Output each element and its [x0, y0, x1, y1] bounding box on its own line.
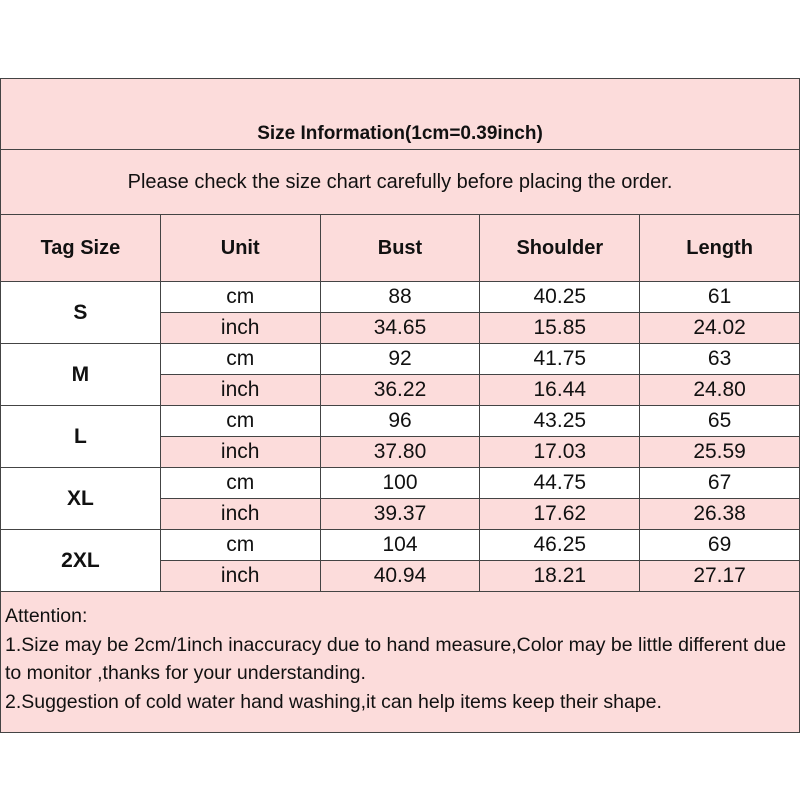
inch-length-cell: 24.02 — [639, 312, 800, 344]
inch-length-cell: 27.17 — [639, 560, 800, 592]
table-subtitle: Please check the size chart carefully be… — [0, 149, 800, 215]
cm-length-cell: 63 — [639, 343, 800, 375]
inch-unit-cell: inch — [159, 436, 321, 468]
inch-unit-cell: inch — [159, 498, 321, 530]
table-row-cm: XL cm 100 44.75 67 — [0, 467, 800, 530]
cm-bust-cell: 88 — [319, 281, 481, 313]
cm-shoulder-cell: 40.25 — [479, 281, 641, 313]
cm-bust-cell: 104 — [319, 529, 481, 561]
inch-unit-cell: inch — [159, 312, 321, 344]
table-row-inch: inch 34.65 15.85 24.02 — [1, 312, 800, 344]
tag-size-cell: 2XL — [0, 529, 161, 592]
cm-unit-cell: cm — [159, 343, 321, 375]
table-row-inch: inch 39.37 17.62 26.38 — [1, 498, 800, 530]
table-row-cm: 2XL cm 104 46.25 69 — [0, 529, 800, 592]
tag-size-cell: L — [0, 405, 161, 468]
inch-length-cell: 25.59 — [639, 436, 800, 468]
header-bust: Bust — [319, 214, 481, 282]
inch-bust-cell: 36.22 — [319, 374, 481, 406]
inch-bust-cell: 40.94 — [319, 560, 481, 592]
tag-size-cell: M — [0, 343, 161, 406]
cm-unit-cell: cm — [159, 281, 321, 313]
inch-shoulder-cell: 18.21 — [479, 560, 641, 592]
inch-shoulder-cell: 17.03 — [479, 436, 641, 468]
cm-shoulder-cell: 46.25 — [479, 529, 641, 561]
cm-shoulder-cell: 43.25 — [479, 405, 641, 437]
inch-shoulder-cell: 17.62 — [479, 498, 641, 530]
size-chart-table: Size Information(1cm=0.39inch) Please ch… — [0, 78, 800, 733]
table-row-inch: inch 36.22 16.44 24.80 — [1, 374, 800, 406]
cm-unit-cell: cm — [159, 405, 321, 437]
cm-shoulder-cell: 44.75 — [479, 467, 641, 499]
table-row-inch: inch 37.80 17.03 25.59 — [1, 436, 800, 468]
tag-size-cell: XL — [0, 467, 161, 530]
cm-length-cell: 67 — [639, 467, 800, 499]
inch-shoulder-cell: 16.44 — [479, 374, 641, 406]
header-row: Tag Size Unit Bust Shoulder Length — [0, 214, 800, 282]
inch-bust-cell: 37.80 — [319, 436, 481, 468]
notes-heading: Attention: — [5, 605, 88, 627]
header-shoulder: Shoulder — [479, 214, 641, 282]
cm-shoulder-cell: 41.75 — [479, 343, 641, 375]
inch-shoulder-cell: 15.85 — [479, 312, 641, 344]
cm-bust-cell: 100 — [319, 467, 481, 499]
cm-length-cell: 65 — [639, 405, 800, 437]
table-title: Size Information(1cm=0.39inch) — [0, 78, 800, 150]
inch-bust-cell: 34.65 — [319, 312, 481, 344]
attention-notes: Attention: 1.Size may be 2cm/1inch inacc… — [0, 591, 800, 733]
cm-bust-cell: 96 — [319, 405, 481, 437]
cm-length-cell: 61 — [639, 281, 800, 313]
header-tag-size: Tag Size — [0, 214, 161, 282]
note-1: 1.Size may be 2cm/1inch inaccuracy due t… — [5, 633, 787, 685]
header-length: Length — [639, 214, 800, 282]
header-unit: Unit — [159, 214, 321, 282]
cm-length-cell: 69 — [639, 529, 800, 561]
inch-length-cell: 24.80 — [639, 374, 800, 406]
inch-bust-cell: 39.37 — [319, 498, 481, 530]
tag-size-cell: S — [0, 281, 161, 344]
cm-unit-cell: cm — [159, 467, 321, 499]
inch-unit-cell: inch — [159, 560, 321, 592]
inch-length-cell: 26.38 — [639, 498, 800, 530]
cm-unit-cell: cm — [159, 529, 321, 561]
inch-unit-cell: inch — [159, 374, 321, 406]
note-2: 2.Suggestion of cold water hand washing,… — [5, 690, 662, 713]
cm-bust-cell: 92 — [319, 343, 481, 375]
